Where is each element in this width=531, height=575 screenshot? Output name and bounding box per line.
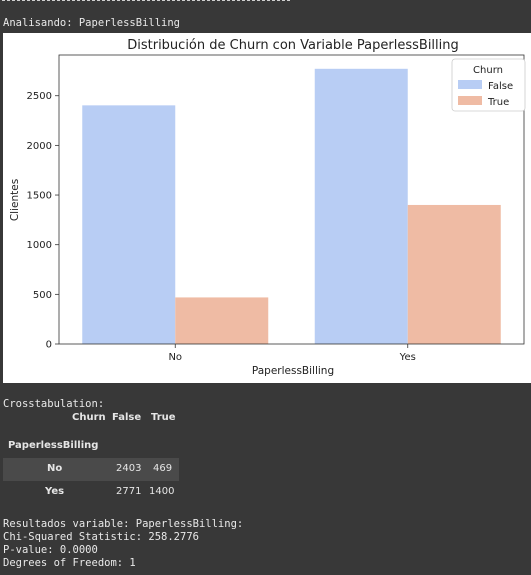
bar-false-no	[82, 105, 176, 344]
y-tick-label: 2000	[27, 141, 52, 152]
x-tick-label: No	[168, 352, 182, 363]
x-tick-label: Yes	[399, 352, 416, 363]
analyzing-label: Analisando: PaperlessBilling	[3, 17, 181, 29]
bar-series	[82, 68, 501, 344]
row-label: No	[47, 463, 63, 474]
crosstab-corner: Churn	[72, 412, 106, 423]
y-axis-ticks: 0 500 1000 1500 2000 2500	[27, 91, 59, 351]
separator-line	[2, 0, 290, 3]
cell-false: 2403	[116, 463, 142, 474]
y-tick-label: 2500	[27, 91, 52, 102]
chart-title: Distribución de Churn con Variable Paper…	[127, 38, 459, 53]
legend-swatch-false	[458, 80, 482, 89]
degrees-of-freedom: Degrees of Freedom: 1	[3, 557, 136, 569]
legend-label-true: True	[487, 97, 509, 108]
cell-true: 1400	[149, 486, 175, 497]
x-axis-label: PaperlessBilling	[252, 365, 334, 377]
legend-title: Churn	[473, 65, 503, 76]
x-axis-ticks: No Yes	[168, 344, 416, 363]
y-tick-label: 0	[46, 340, 52, 351]
bar-true-yes	[407, 204, 501, 344]
cell-false: 2771	[116, 486, 142, 497]
crosstab-caption: Crosstabulation:	[3, 398, 105, 410]
y-tick-label: 500	[33, 290, 52, 301]
plot-frame	[58, 54, 525, 345]
chi-squared-stat: Chi-Squared Statistic: 258.2776	[3, 531, 199, 543]
crosstab-col-true: True	[151, 412, 176, 423]
churn-bar-chart: Distribución de Churn con Variable Paper…	[3, 33, 531, 383]
legend-label-false: False	[488, 81, 513, 92]
bar-true-no	[175, 297, 269, 344]
row-label: Yes	[45, 486, 65, 497]
table-row: No 2403 469	[3, 458, 179, 481]
table-row: Yes 2771 1400	[3, 481, 179, 504]
bar-false-yes	[314, 68, 408, 344]
crosstab-index-name: PaperlessBilling	[8, 440, 99, 451]
y-tick-label: 1500	[27, 191, 52, 202]
results-heading: Resultados variable: PaperlessBilling:	[3, 518, 244, 530]
p-value: P-value: 0.0000	[3, 544, 98, 556]
y-tick-label: 1000	[27, 240, 52, 251]
crosstab-col-false: False	[112, 412, 142, 423]
legend: Churn False True	[451, 58, 526, 112]
cell-true: 469	[153, 463, 173, 474]
legend-swatch-true	[458, 96, 482, 105]
y-axis-label: Clientes	[9, 179, 21, 221]
